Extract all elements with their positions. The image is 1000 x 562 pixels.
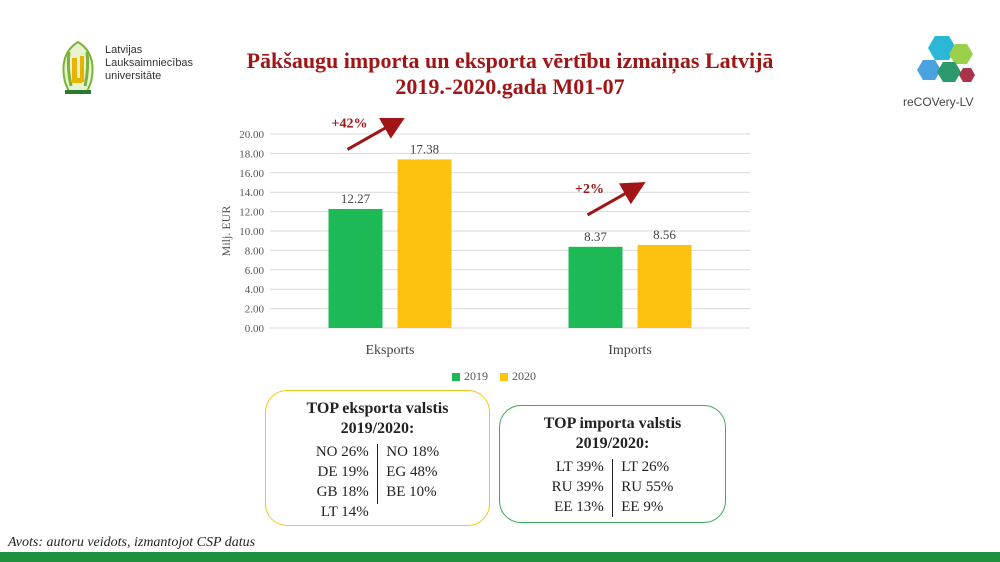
import-2019-item: LT 39% (555, 459, 604, 475)
data-label: 8.37 (584, 229, 607, 244)
import-box-title-line-2: 2019/2020: (575, 435, 650, 452)
y-tick-label: 2.00 (245, 304, 265, 316)
change-annotation: +2% (575, 182, 604, 197)
export-2020-item: NO 18% (386, 444, 440, 460)
export-2020-item: BE 10% (386, 484, 437, 500)
recovery-logo: reCOVery-LV (903, 32, 985, 112)
import-box-title: TOP importa valstis 2019/2020: (500, 414, 725, 454)
change-annotation: +42% (332, 118, 368, 131)
export-2019-item: GB 18% (316, 484, 369, 500)
bar-chart: 0.00 2.00 4.00 6.00 8.00 10.00 12.00 14.00 16.00… (210, 118, 770, 388)
y-tick-label: 10.00 (239, 226, 264, 238)
export-2019-item: LT 14% (320, 504, 369, 520)
chart-canvas: 0.00 2.00 4.00 6.00 8.00 10.00 12.00 14.00 16.00… (219, 118, 750, 358)
bar-2019-imports (568, 246, 623, 328)
legend-label-2020: 2020 (512, 369, 536, 383)
y-axis-label: Milj. EUR (219, 206, 233, 257)
legend-label-2019: 2019 (464, 369, 488, 383)
y-tick-label: 18.00 (239, 148, 264, 160)
export-2019-item: NO 26% (315, 444, 369, 460)
hexagon-cluster-icon (917, 36, 975, 82)
data-label: 8.56 (653, 227, 676, 242)
import-box-divider (611, 459, 614, 517)
y-tick-label: 14.00 (239, 187, 264, 199)
export-box-title-line-2: 2019/2020: (340, 420, 415, 437)
import-2019-item: RU 39% (551, 479, 604, 495)
legend-swatch-2020 (500, 373, 508, 382)
y-tick-label: 8.00 (245, 245, 265, 257)
export-box-title: TOP eksporta valstis 2019/2020: (266, 399, 489, 439)
llu-emblem-icon (62, 40, 94, 94)
bar-2020-imports (637, 244, 692, 328)
y-tick-label: 12.00 (239, 207, 264, 219)
data-label: 12.27 (341, 191, 371, 206)
data-label: 17.38 (410, 141, 439, 156)
recovery-logo-text: reCOVery-LV (903, 95, 974, 109)
export-2020-item: EG 48% (386, 464, 438, 480)
legend-swatch-2019 (452, 373, 460, 382)
import-2020-list: LT 26% RU 55% EE 9% (613, 457, 693, 517)
export-2020-list: NO 18% EG 48% BE 10% (378, 442, 458, 522)
export-box-columns: NO 26% DE 19% GB 18% LT 14% NO 18% EG 48… (266, 442, 489, 522)
y-tick-label: 6.00 (245, 265, 265, 277)
import-2019-list: LT 39% RU 39% EE 13% (532, 457, 612, 517)
y-tick-label: 0.00 (245, 323, 265, 335)
import-box-columns: LT 39% RU 39% EE 13% LT 26% RU 55% EE 9% (500, 457, 725, 517)
y-tick-label: 20.00 (239, 129, 264, 141)
import-2020-item: EE 9% (621, 499, 664, 515)
import-2020-item: RU 55% (621, 479, 674, 495)
export-2019-list: NO 26% DE 19% GB 18% LT 14% (297, 442, 377, 522)
page-title: Pākšaugu importa un eksporta vērtību izm… (220, 48, 800, 100)
title-line-1: Pākšaugu importa un eksporta vērtību izm… (246, 48, 774, 73)
bar-2019-eksports (328, 208, 383, 328)
import-2019-item: EE 13% (554, 499, 604, 515)
import-box-title-line-1: TOP importa valstis (543, 415, 682, 432)
y-tick-label: 4.00 (245, 284, 265, 296)
llu-logo: Latvijas Lauksaimniecības universitāte (55, 38, 215, 98)
legend-item-2019: 2019 (452, 369, 488, 384)
export-box-title-line-1: TOP eksporta valstis (306, 400, 449, 417)
llu-logo-text: Latvijas Lauksaimniecības universitāte (105, 44, 194, 82)
legend-item-2020: 2020 (500, 369, 536, 384)
export-box-divider (376, 444, 379, 504)
x-category-label: Imports (608, 343, 652, 358)
top-export-box: TOP eksporta valstis 2019/2020: NO 26% D… (265, 390, 490, 526)
trend-arrow-icon (346, 118, 406, 151)
title-line-2: 2019.-2020.gada M01-07 (395, 74, 625, 99)
trend-arrow-icon (586, 182, 646, 217)
bar-2020-eksports (397, 159, 452, 328)
footer-bar (0, 552, 1000, 562)
y-tick-label: 16.00 (239, 168, 264, 180)
top-import-box: TOP importa valstis 2019/2020: LT 39% RU… (499, 405, 726, 523)
chart-legend: 2019 2020 (452, 369, 536, 384)
import-2020-item: LT 26% (621, 459, 670, 475)
source-note: Avots: autoru veidots, izmantojot CSP da… (8, 535, 256, 550)
export-2019-item: DE 19% (317, 464, 369, 480)
x-category-label: Eksports (366, 343, 415, 358)
